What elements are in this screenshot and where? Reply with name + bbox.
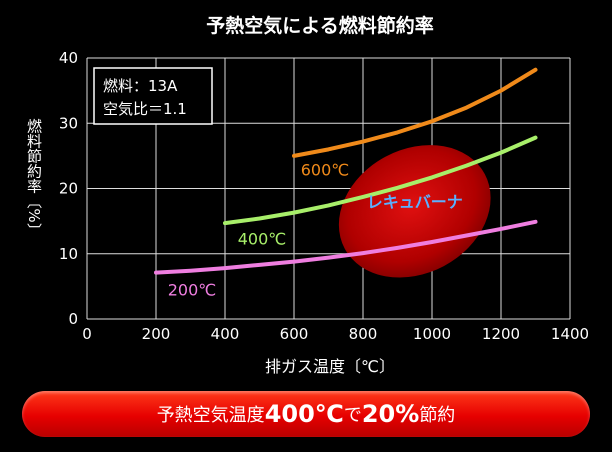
- banner-text-2: で: [343, 405, 362, 426]
- tick-labels: 0 200 400 600 800 1000 1200 1400 0 10 20 30 40: [59, 49, 589, 343]
- info-box-fuel: 燃料：13A: [103, 77, 178, 95]
- region-ellipse: [338, 145, 491, 278]
- x-tick-label-6: 1200: [482, 325, 520, 343]
- series-label-0: 600℃: [301, 160, 350, 179]
- x-axis-label: 排ガス温度〔℃〕: [265, 357, 395, 376]
- x-tick-label-4: 800: [349, 325, 378, 343]
- y-tick-label-3: 30: [59, 114, 78, 132]
- x-tick-label-3: 600: [280, 325, 309, 343]
- info-box-air-ratio: 空気比＝1.1: [103, 100, 187, 118]
- x-tick-label-5: 1000: [413, 325, 451, 343]
- region-label: レキュバーナ: [367, 192, 463, 211]
- x-tick-label-2: 400: [211, 325, 240, 343]
- series-lines: [154, 67, 538, 275]
- y-axis-label: 燃料節約率〔%〕: [25, 118, 43, 238]
- summary-banner: 予熱空気温度 400℃ で 20% 節約: [22, 391, 590, 437]
- x-tick-label-1: 200: [142, 325, 171, 343]
- x-tick-label-7: 1400: [551, 325, 589, 343]
- banner-text-1: 予熱空気温度: [156, 405, 265, 426]
- series-line-2: [154, 219, 538, 275]
- banner-temp: 400℃: [264, 400, 344, 428]
- x-tick-label-0: 0: [82, 325, 92, 343]
- banner-percent: 20%: [361, 400, 420, 428]
- y-tick-label-4: 40: [59, 49, 78, 67]
- y-tick-label-2: 20: [59, 180, 78, 198]
- y-tick-label-1: 10: [59, 245, 78, 263]
- series-label-1: 400℃: [238, 230, 287, 249]
- series-line-1: [223, 135, 538, 226]
- series-labels: 600℃ 400℃ 200℃: [168, 160, 350, 299]
- series-line-0: [292, 67, 538, 158]
- info-box: 燃料：13A 空気比＝1.1: [93, 67, 213, 125]
- recuperative-burner-region: [338, 145, 491, 278]
- series-label-2: 200℃: [168, 281, 217, 300]
- banner-text-3: 節約: [419, 405, 456, 426]
- y-tick-label-0: 0: [68, 310, 78, 328]
- chart-title: 予熱空気による燃料節約率: [206, 14, 433, 37]
